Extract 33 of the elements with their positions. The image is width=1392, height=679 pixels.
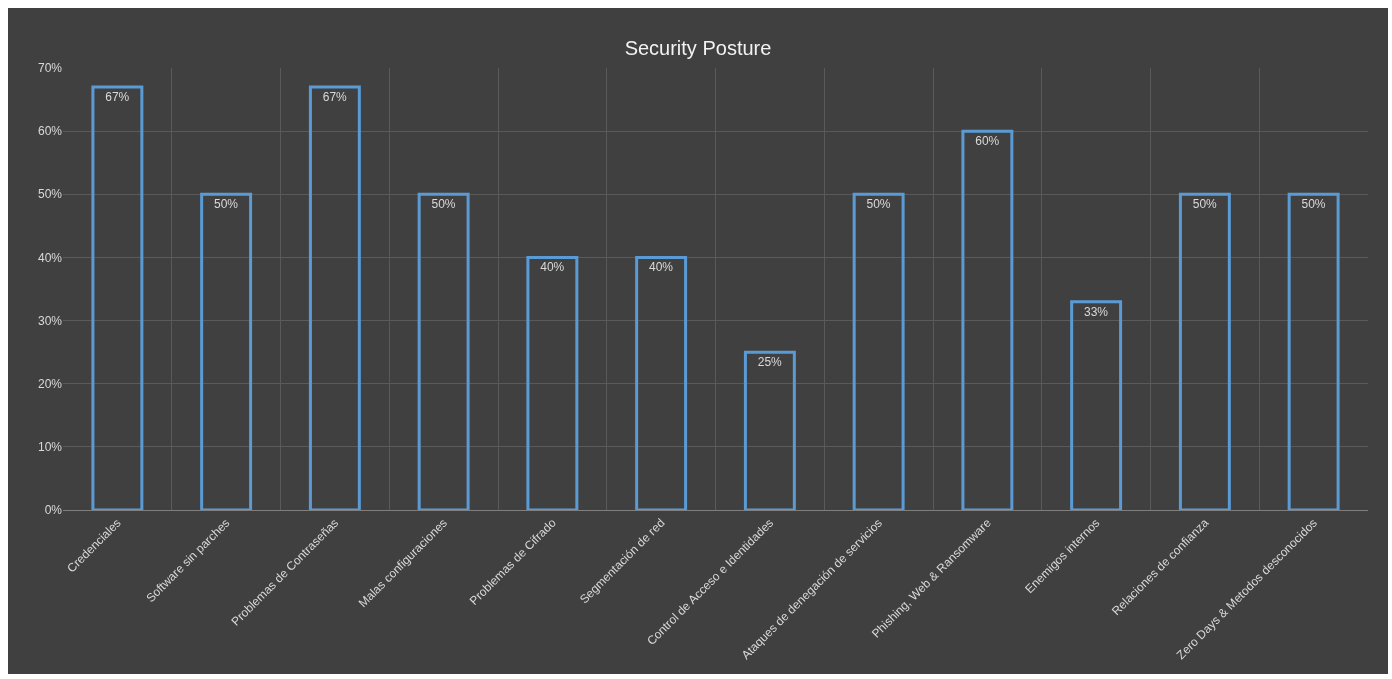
data-label: 40%: [648, 260, 674, 275]
bar: [308, 85, 361, 510]
data-label: 67%: [105, 89, 130, 104]
y-tick-label: 30%: [37, 313, 63, 328]
y-tick-label: 50%: [37, 187, 63, 202]
bar: [1070, 300, 1123, 510]
data-label: 67%: [322, 89, 348, 104]
bar: [635, 255, 688, 510]
data-label: 50%: [1192, 197, 1218, 212]
data-label: 50%: [213, 197, 239, 212]
data-label: 33%: [1083, 304, 1109, 319]
data-label: 40%: [540, 260, 565, 275]
bar: [526, 255, 579, 510]
data-label: 50%: [866, 197, 891, 212]
bar: [1178, 192, 1231, 510]
bar: [1287, 192, 1340, 510]
y-tick-label: 0%: [44, 503, 63, 518]
data-label: 50%: [431, 197, 456, 212]
data-label: 50%: [1301, 197, 1326, 212]
y-tick-label: 10%: [37, 440, 63, 455]
bar: [852, 192, 905, 510]
y-tick-label: 60%: [37, 124, 63, 139]
bar: [961, 129, 1014, 510]
bar: [417, 192, 470, 510]
data-label: 25%: [757, 355, 783, 370]
y-tick-label: 40%: [37, 250, 63, 265]
bar: [743, 350, 796, 510]
y-tick-label: 70%: [37, 61, 63, 76]
data-label: 60%: [975, 134, 1000, 149]
bar: [91, 85, 144, 510]
y-tick-label: 20%: [37, 376, 63, 391]
bar: [200, 192, 253, 510]
chart-title: Security Posture: [624, 37, 772, 60]
